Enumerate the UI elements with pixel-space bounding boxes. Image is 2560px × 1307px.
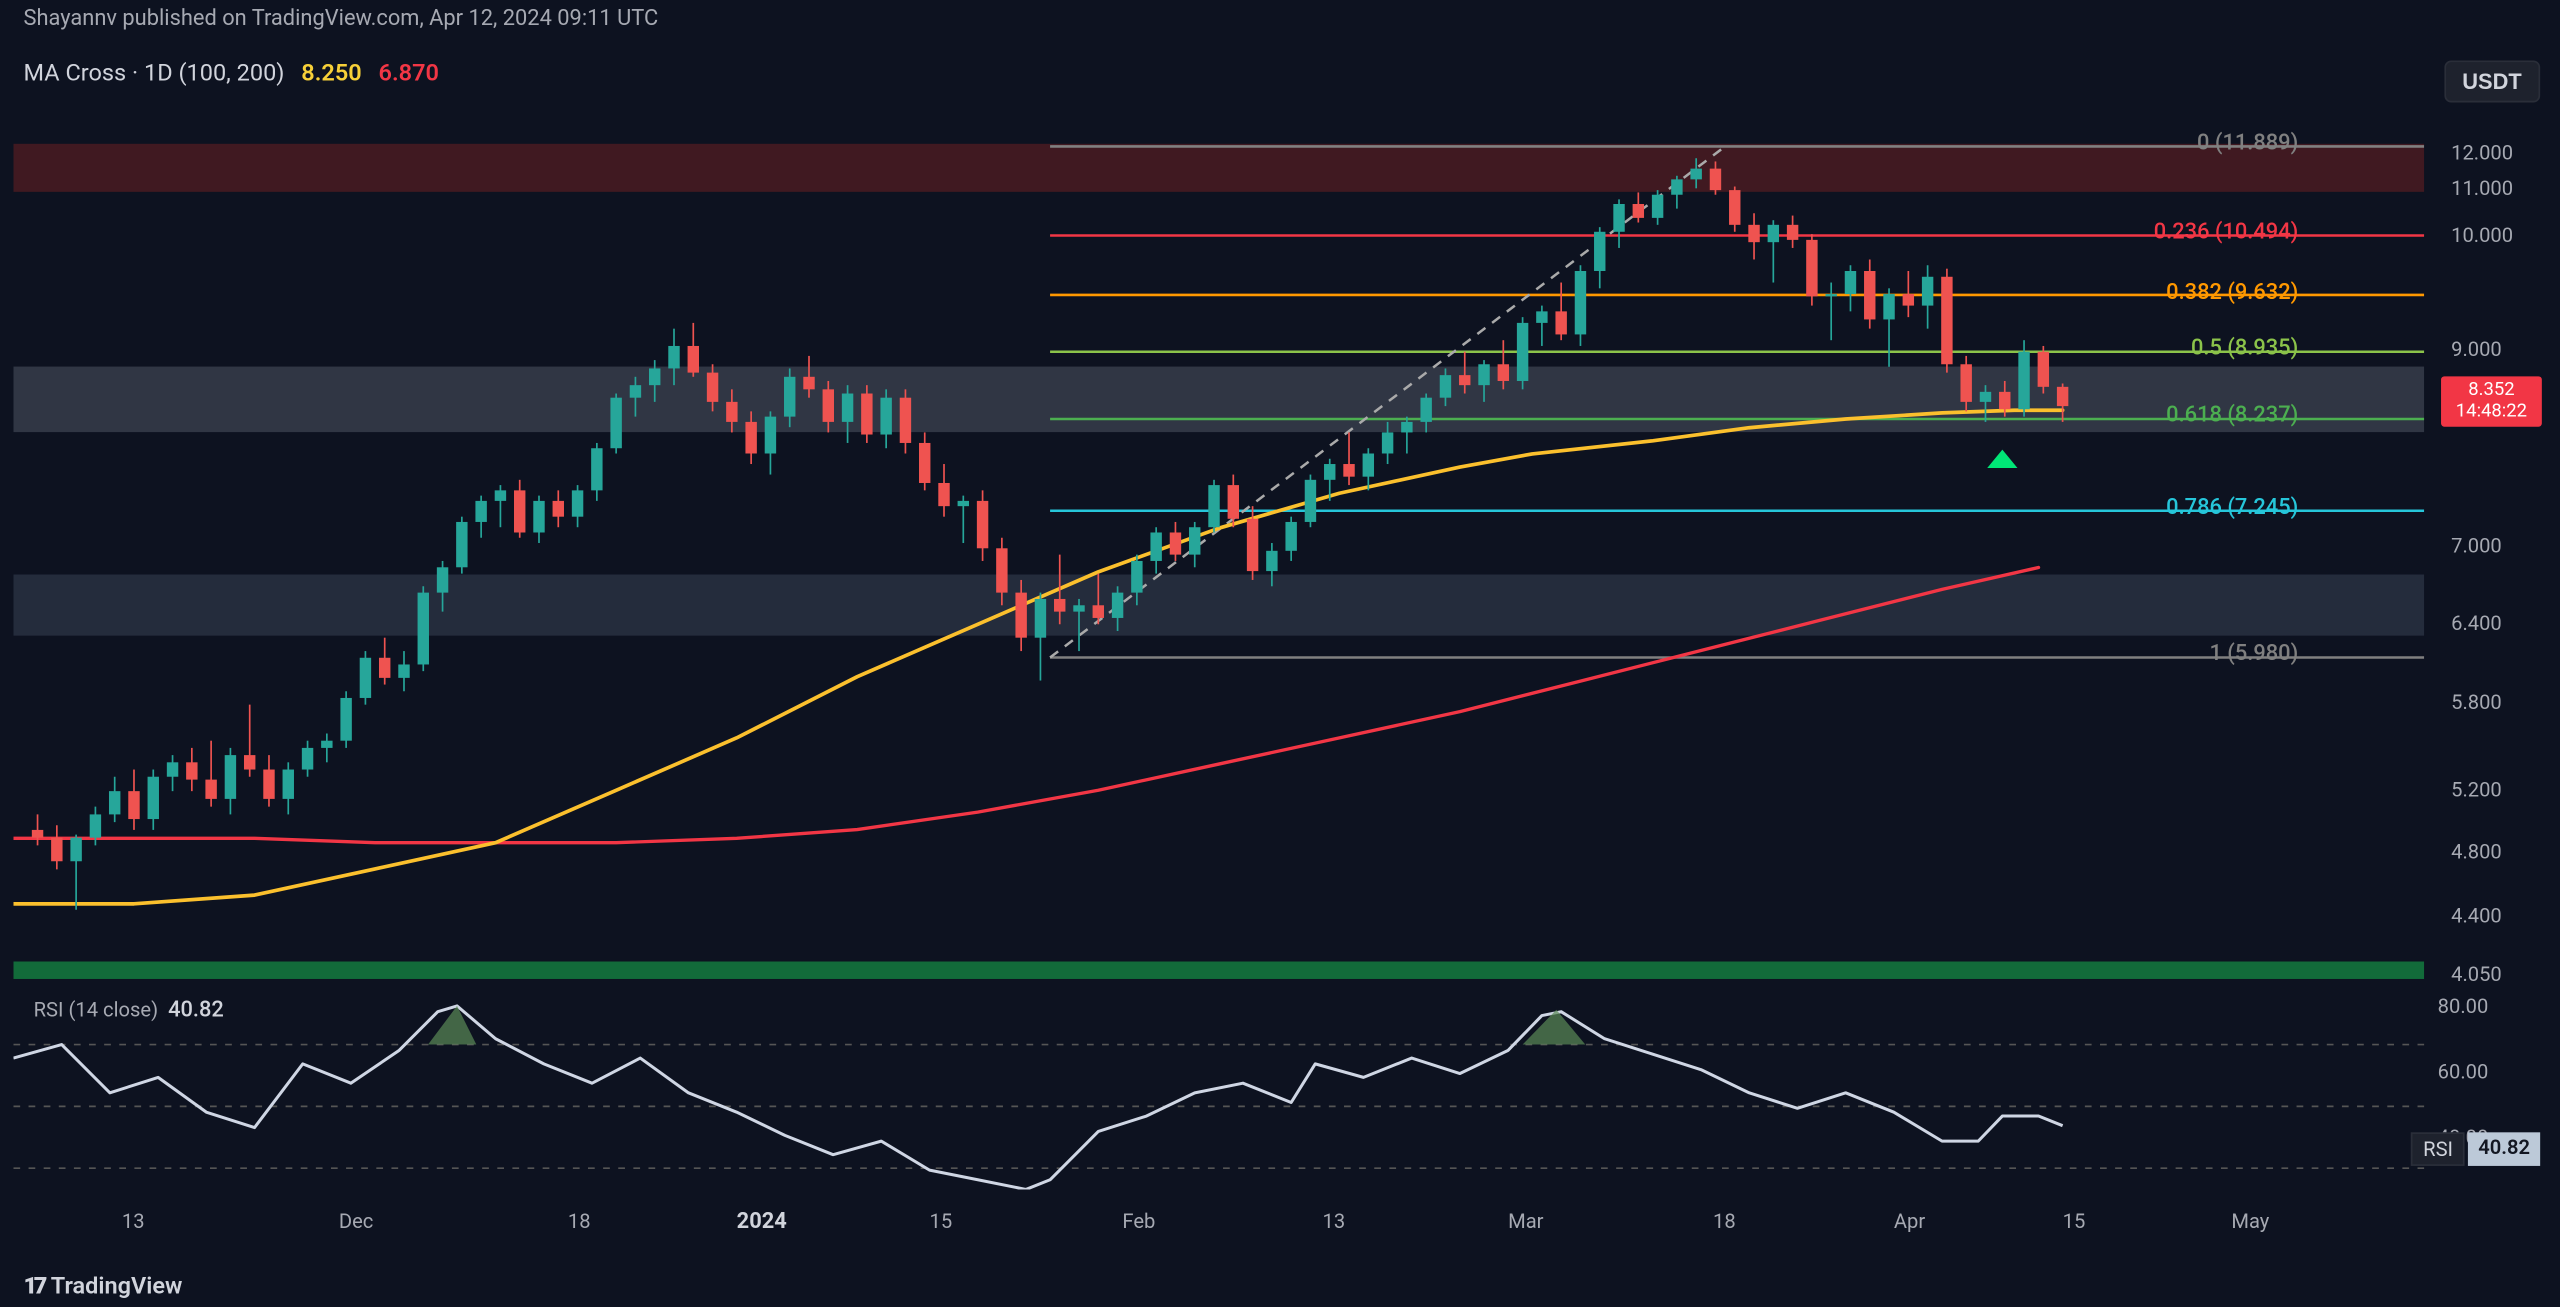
price-tick: 5.800 — [2451, 691, 2502, 715]
quote-currency-button[interactable]: USDT — [2444, 60, 2540, 102]
price-tick: 4.050 — [2451, 962, 2502, 986]
time-tick: Apr — [1894, 1210, 1925, 1234]
time-tick: Feb — [1122, 1210, 1155, 1234]
chart-legend: MA Cross · 1D (100, 200) 8.250 6.870 — [24, 60, 439, 87]
rsi-canvas — [13, 996, 2424, 1189]
ma200-value: 6.870 — [379, 60, 439, 87]
time-tick: 15 — [930, 1210, 953, 1234]
fib-label: 0.786 (7.245) — [2166, 496, 2298, 521]
price-tick: 11.000 — [2451, 177, 2513, 201]
rsi-pane[interactable] — [13, 996, 2424, 1189]
current-price-badge: 8.35214:48:22 — [2441, 377, 2542, 426]
time-tick: 18 — [1713, 1210, 1736, 1234]
price-tick: 12.000 — [2451, 141, 2513, 165]
time-tick: May — [2231, 1210, 2269, 1234]
price-tick: 7.000 — [2451, 535, 2502, 559]
tradingview-logo: 17TradingView — [24, 1273, 183, 1300]
main-chart[interactable]: 0 (11.889) 0.236 (10.494) 0.382 (9.632) 0.5… — [13, 118, 2546, 992]
time-tick: 13 — [122, 1210, 145, 1234]
fib-label: 0.236 (10.494) — [2154, 220, 2298, 245]
price-tick: 4.800 — [2451, 840, 2502, 864]
rsi-tick: 80.00 — [2438, 994, 2489, 1018]
fib-label: 0.5 (8.935) — [2191, 337, 2298, 362]
ma100-value: 8.250 — [301, 60, 361, 87]
price-tick: 9.000 — [2451, 338, 2502, 362]
time-tick: 18 — [568, 1210, 591, 1234]
time-tick: 15 — [2063, 1210, 2086, 1234]
time-tick: Dec — [339, 1210, 373, 1234]
rsi-current-badge: RSI40.82 — [2411, 1132, 2540, 1166]
price-tick: 5.200 — [2451, 778, 2502, 802]
fib-label: 0.618 (8.237) — [2166, 404, 2298, 429]
chart-canvas — [13, 118, 2424, 992]
fib-label: 0.382 (9.632) — [2166, 280, 2298, 305]
publish-banner: Shayannv published on TradingView.com, A… — [0, 0, 2560, 47]
time-tick: 2024 — [737, 1210, 787, 1235]
indicator-name: MA Cross · 1D (100, 200) — [24, 60, 285, 87]
price-tick: 6.400 — [2451, 611, 2502, 635]
price-tick: 10.000 — [2451, 223, 2513, 247]
rsi-legend: RSI (14 close) 40.82 — [34, 998, 224, 1023]
price-axis[interactable]: 12.000 11.000 10.000 9.000 7.000 6.400 5.800 5.… — [2438, 118, 2547, 992]
fib-label: 1 (5.980) — [2209, 642, 2298, 667]
time-tick: 13 — [1323, 1210, 1346, 1234]
price-tick: 4.400 — [2451, 904, 2502, 928]
fib-label: 0 (11.889) — [2197, 131, 2298, 156]
price-pane[interactable]: 0 (11.889) 0.236 (10.494) 0.382 (9.632) 0.5… — [13, 118, 2424, 992]
time-tick: Mar — [1508, 1210, 1543, 1234]
rsi-tick: 60.00 — [2438, 1060, 2489, 1084]
